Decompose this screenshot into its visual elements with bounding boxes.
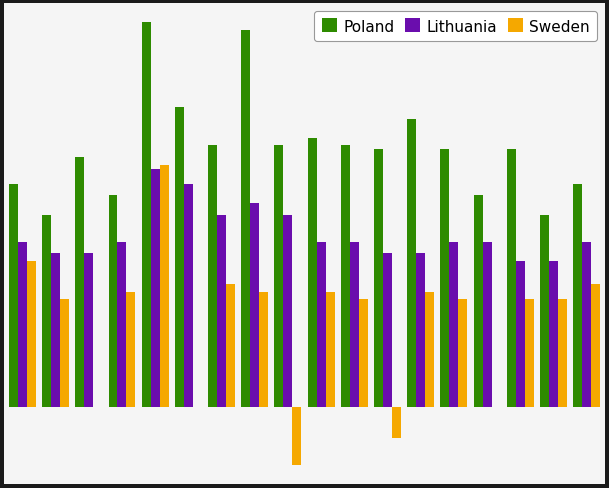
Bar xyxy=(449,242,459,407)
Bar xyxy=(374,150,383,407)
Bar xyxy=(150,169,160,407)
Bar xyxy=(359,300,368,407)
Bar xyxy=(217,215,226,407)
Bar xyxy=(292,407,301,465)
Bar xyxy=(326,292,334,407)
Bar xyxy=(516,261,525,407)
Bar xyxy=(18,242,27,407)
Bar xyxy=(507,150,516,407)
Bar xyxy=(459,300,467,407)
Bar xyxy=(241,31,250,407)
Bar xyxy=(317,242,326,407)
Bar xyxy=(259,292,268,407)
Bar xyxy=(540,215,549,407)
Bar xyxy=(51,254,60,407)
Bar xyxy=(250,203,259,407)
Bar xyxy=(175,108,184,407)
Legend: Poland, Lithuania, Sweden: Poland, Lithuania, Sweden xyxy=(314,12,597,42)
Bar xyxy=(142,23,150,407)
Bar xyxy=(108,196,118,407)
Bar xyxy=(549,261,558,407)
Bar xyxy=(60,300,69,407)
Bar xyxy=(383,254,392,407)
Bar xyxy=(591,285,600,407)
Bar xyxy=(573,184,582,407)
Bar xyxy=(84,254,93,407)
Bar xyxy=(42,215,51,407)
Bar xyxy=(407,119,416,407)
Bar xyxy=(275,146,283,407)
Bar xyxy=(226,285,235,407)
Bar xyxy=(392,407,401,438)
Bar xyxy=(76,158,84,407)
Bar xyxy=(474,196,482,407)
Bar xyxy=(482,242,491,407)
Bar xyxy=(440,150,449,407)
Bar xyxy=(27,261,36,407)
Bar xyxy=(283,215,292,407)
Bar xyxy=(558,300,567,407)
Bar xyxy=(582,242,591,407)
Bar xyxy=(184,184,193,407)
Bar xyxy=(118,242,127,407)
Bar xyxy=(208,146,217,407)
Bar xyxy=(127,292,135,407)
Bar xyxy=(525,300,533,407)
Bar xyxy=(350,242,359,407)
Bar xyxy=(416,254,425,407)
Bar xyxy=(308,139,317,407)
Bar xyxy=(425,292,434,407)
Bar xyxy=(9,184,18,407)
Bar xyxy=(160,165,169,407)
Bar xyxy=(341,146,350,407)
